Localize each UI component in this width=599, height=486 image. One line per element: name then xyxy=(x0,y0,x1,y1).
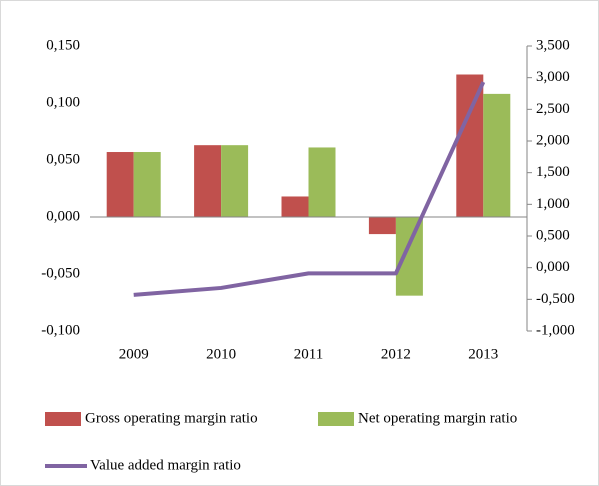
legend-label: Net operating margin ratio xyxy=(358,410,517,426)
y2-tick-label: -0,500 xyxy=(536,291,575,307)
legend-label: Value added margin ratio xyxy=(90,457,241,473)
bar xyxy=(368,217,396,235)
y2-tick-label: 3,000 xyxy=(536,69,570,85)
x-tick-label: 2013 xyxy=(468,346,498,362)
y-tick-label: 0,000 xyxy=(46,208,80,224)
y2-tick-label: 2,000 xyxy=(536,132,570,148)
y2-tick-label: 3,500 xyxy=(536,37,570,53)
y2-tick-label: 0,500 xyxy=(536,227,570,243)
bar xyxy=(308,147,336,217)
x-tick-label: 2010 xyxy=(206,346,236,362)
y2-tick-label: 1,000 xyxy=(536,196,570,212)
legend-swatch xyxy=(318,412,354,426)
y2-tick-label: 1,500 xyxy=(536,164,570,180)
bar xyxy=(395,217,423,296)
y-tick-label: -0,100 xyxy=(41,322,80,338)
bar xyxy=(221,145,249,217)
y2-tick-label: 2,500 xyxy=(536,101,570,117)
x-tick-label: 2009 xyxy=(119,346,149,362)
x-tick-label: 2011 xyxy=(294,346,323,362)
x-tick-label: 2012 xyxy=(381,346,411,362)
bar xyxy=(483,93,511,217)
legend-swatch xyxy=(45,412,81,426)
bar xyxy=(281,196,309,217)
y2-tick-label: -1,000 xyxy=(536,322,575,338)
y-tick-label: -0,050 xyxy=(41,265,80,281)
y-tick-label: 0,050 xyxy=(46,151,80,167)
y-tick-label: 0,100 xyxy=(46,94,80,110)
legend-label: Gross operating margin ratio xyxy=(85,410,258,426)
y2-tick-label: 0,000 xyxy=(536,259,570,275)
y-tick-label: 0,150 xyxy=(46,37,80,53)
line xyxy=(133,81,486,297)
bar xyxy=(133,152,161,217)
bar xyxy=(106,152,134,217)
bar xyxy=(194,145,222,217)
bar xyxy=(456,74,484,217)
